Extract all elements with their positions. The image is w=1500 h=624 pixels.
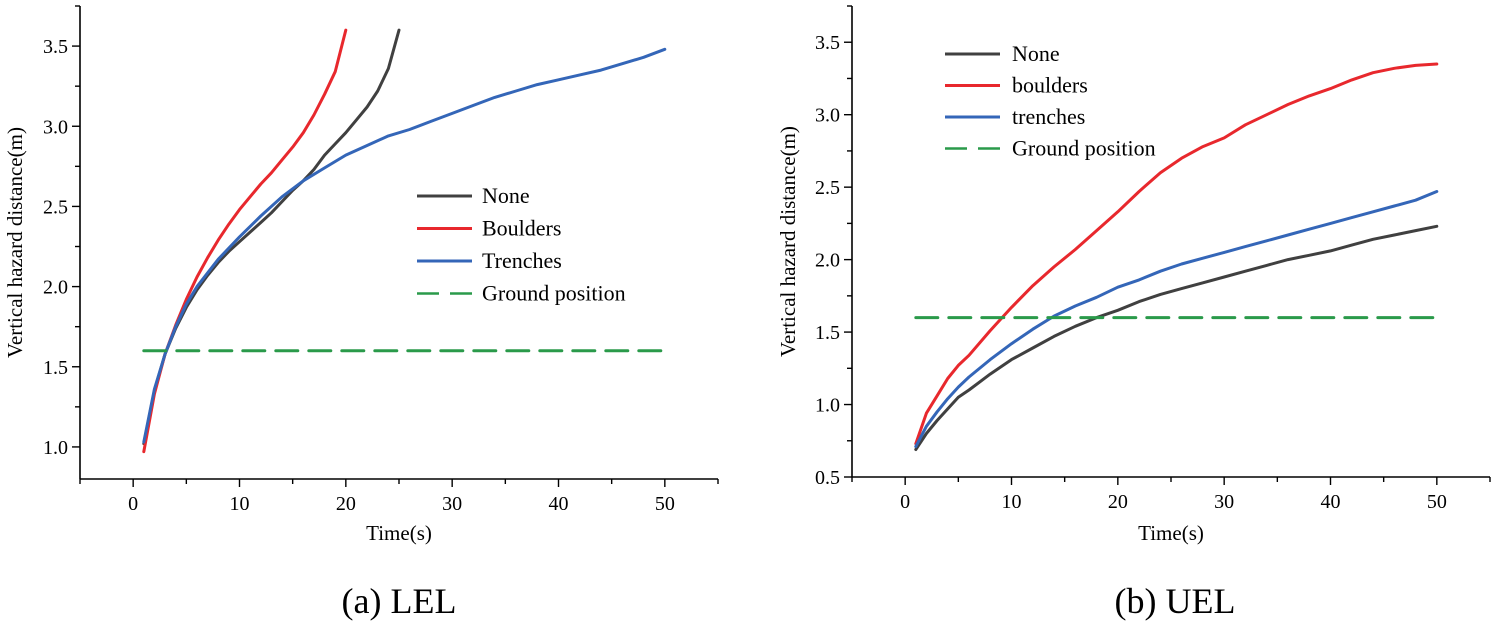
panel-caption: (b) UEL [1115, 581, 1236, 621]
y-tick-label: 1.0 [43, 437, 68, 459]
x-axis-label: Time(s) [366, 521, 432, 545]
x-tick-label: 40 [549, 493, 569, 515]
x-tick-label: 0 [128, 493, 138, 515]
y-tick-label: 2.0 [43, 277, 68, 299]
x-tick-label: 10 [230, 493, 250, 515]
x-tick-label: 40 [1321, 491, 1341, 513]
panel-lel: 0 10 20 30 40 50 1.0 1.5 2.0 2.5 3.0 3.5 Time(s) Vert… [3, 5, 719, 621]
x-tick-label: 20 [336, 493, 356, 515]
series-line-trenches [142, 47, 667, 444]
legend-label: None [1012, 41, 1060, 66]
legend: None boulders trenches Ground position [945, 41, 1156, 161]
y-tick-label: 1.0 [815, 395, 840, 417]
y-tick-label: 2.5 [43, 196, 68, 218]
legend-label: boulders [1012, 73, 1088, 98]
series-line-none [142, 28, 401, 446]
legend-label: None [482, 183, 530, 208]
legend-label: Trenches [482, 248, 562, 273]
y-tick-label: 0.5 [815, 467, 840, 489]
y-tick-label: 3.0 [815, 105, 840, 127]
x-tick-label: 50 [1427, 491, 1447, 513]
panel-uel: 0 10 20 30 40 50 0.5 1.0 1.5 2.0 2.5 3.0 3.5 Time(s) V… [776, 5, 1491, 621]
series-line-boulders [914, 62, 1439, 446]
legend: None Boulders Trenches Ground position [417, 183, 626, 306]
x-tick-label: 50 [655, 493, 675, 515]
y-tick-label: 1.5 [815, 322, 840, 344]
legend-label: Boulders [482, 216, 561, 241]
x-tick-label: 20 [1108, 491, 1128, 513]
y-tick-label: 2.0 [815, 250, 840, 272]
y-tick-label: 3.0 [43, 116, 68, 138]
y-axis-label: Vertical hazard distance(m) [3, 127, 27, 358]
y-tick-label: 1.5 [43, 357, 68, 379]
x-tick-label: 30 [1214, 491, 1234, 513]
x-axis-label: Time(s) [1138, 521, 1204, 545]
y-axis-label: Vertical hazard distance(m) [776, 126, 800, 357]
series-line-trenches [914, 190, 1439, 449]
legend-label: Ground position [482, 281, 626, 306]
x-tick-label: 10 [1002, 491, 1022, 513]
y-tick-label: 2.5 [815, 177, 840, 199]
legend-label: trenches [1012, 104, 1085, 129]
y-tick-label: 3.5 [43, 36, 68, 58]
x-tick-label: 30 [442, 493, 462, 515]
legend-label: Ground position [1012, 136, 1156, 161]
series-line-none [914, 224, 1439, 451]
series-line-boulders [142, 28, 348, 454]
x-tick-label: 0 [900, 491, 910, 513]
y-tick-label: 3.5 [815, 32, 840, 54]
panel-caption: (a) LEL [342, 581, 457, 621]
